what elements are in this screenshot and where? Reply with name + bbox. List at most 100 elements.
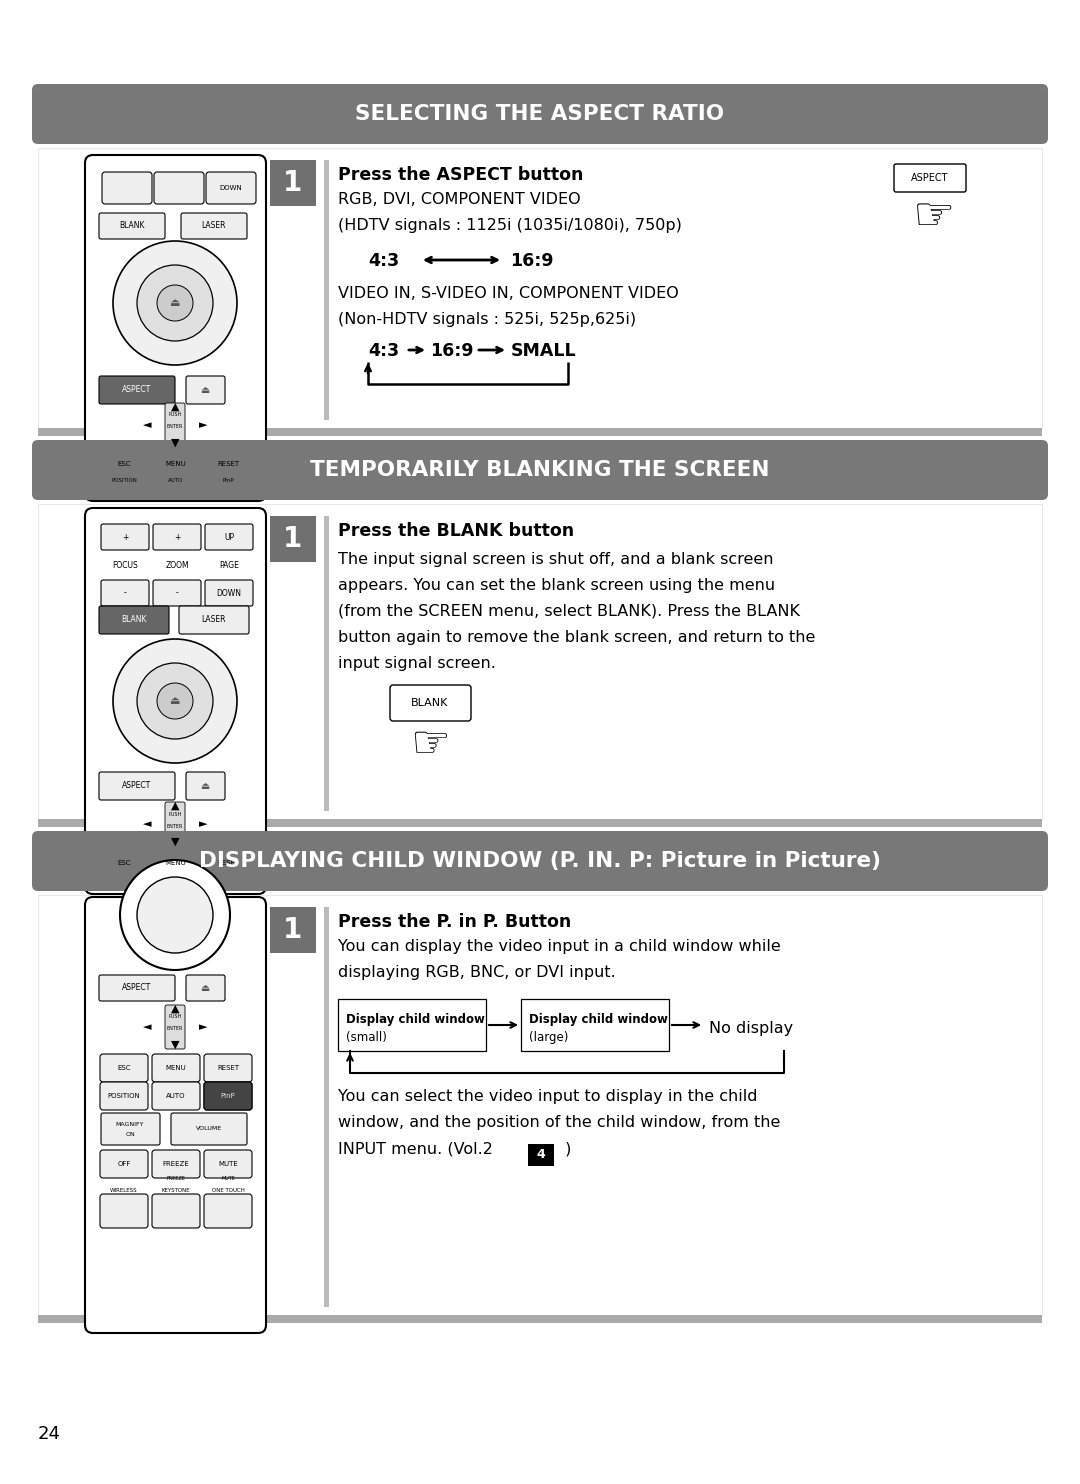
Bar [270,160,316,206]
FancyBboxPatch shape [99,772,175,800]
Circle shape [137,266,213,341]
FancyBboxPatch shape [85,896,266,1333]
Circle shape [113,640,237,763]
Text: Display child window: Display child window [529,1014,667,1025]
Text: WIRELESS: WIRELESS [110,1189,138,1193]
FancyBboxPatch shape [186,375,225,404]
Text: ▲: ▲ [171,1005,179,1014]
FancyBboxPatch shape [152,1195,200,1227]
Text: ⏏: ⏏ [201,982,210,993]
FancyBboxPatch shape [152,1082,200,1110]
Text: AUTO: AUTO [166,1094,186,1100]
Text: ►: ► [199,1022,207,1031]
Text: RESET: RESET [217,861,239,867]
Bar [38,819,1042,827]
Text: LASER: LASER [202,221,226,230]
Bar [338,999,486,1051]
Text: ◄: ◄ [143,420,151,430]
Text: LASER: LASER [202,616,226,625]
Text: MENU: MENU [165,1066,187,1071]
FancyBboxPatch shape [102,524,149,551]
Text: BLANK: BLANK [411,697,448,708]
FancyBboxPatch shape [99,605,168,634]
Text: ▲: ▲ [171,801,179,810]
Bar [324,516,329,810]
Bar [38,505,1042,819]
Text: ): ) [561,1141,571,1156]
FancyBboxPatch shape [390,686,471,721]
Text: Press the ASPECT button: Press the ASPECT button [338,166,583,184]
FancyBboxPatch shape [204,1195,252,1227]
FancyBboxPatch shape [100,1195,148,1227]
FancyBboxPatch shape [204,1150,252,1178]
Text: INPUT menu. (Vol.2: INPUT menu. (Vol.2 [338,1141,492,1156]
Text: 24: 24 [38,1425,60,1442]
Text: MUTE: MUTE [218,1160,238,1166]
FancyBboxPatch shape [99,975,175,1002]
Text: ASPECT: ASPECT [122,984,151,993]
FancyBboxPatch shape [154,172,204,203]
Text: KEYSTONE: KEYSTONE [162,1189,190,1193]
Text: BLANK: BLANK [121,616,147,625]
Text: UP: UP [224,533,234,542]
Text: VIDEO IN, S-VIDEO IN, COMPONENT VIDEO: VIDEO IN, S-VIDEO IN, COMPONENT VIDEO [338,286,678,301]
FancyBboxPatch shape [204,1082,252,1110]
Text: FREEZE: FREEZE [166,1175,186,1180]
FancyBboxPatch shape [102,580,149,605]
Text: ⏏: ⏏ [170,696,180,706]
Text: ASPECT: ASPECT [912,174,948,183]
Text: -: - [176,589,178,598]
FancyBboxPatch shape [153,580,201,605]
Text: 16:9: 16:9 [510,252,554,270]
Text: ⏏: ⏏ [201,384,210,395]
Text: RGB, DVI, COMPONENT VIDEO: RGB, DVI, COMPONENT VIDEO [338,191,581,206]
Text: RESET: RESET [217,462,239,467]
Text: Press the P. in P. Button: Press the P. in P. Button [338,913,571,930]
Text: ON: ON [125,1132,135,1138]
Text: DOWN: DOWN [219,186,242,191]
FancyBboxPatch shape [205,580,253,605]
Text: You can display the video input in a child window while: You can display the video input in a chi… [338,939,781,954]
Bar [528,1144,554,1166]
Text: ▼: ▼ [171,438,179,448]
FancyBboxPatch shape [100,1054,148,1082]
Bar [38,1315,1042,1324]
Text: You can select the video input to display in the child: You can select the video input to displa… [338,1089,757,1104]
FancyBboxPatch shape [100,450,148,478]
Text: ASPECT: ASPECT [122,782,151,791]
Text: AUTO: AUTO [168,478,184,484]
Text: SELECTING THE ASPECT RATIO: SELECTING THE ASPECT RATIO [355,104,725,125]
FancyBboxPatch shape [32,831,1048,890]
Text: +: + [122,533,129,542]
Text: 1: 1 [283,916,302,944]
Text: The input signal screen is shut off, and a blank screen: The input signal screen is shut off, and… [338,552,773,567]
FancyBboxPatch shape [894,165,966,191]
Text: POSITION: POSITION [108,1094,140,1100]
FancyBboxPatch shape [179,605,249,634]
Text: (Non-HDTV signals : 525i, 525p,625i): (Non-HDTV signals : 525i, 525p,625i) [338,312,636,326]
Text: 1: 1 [283,169,302,197]
Text: ☞: ☞ [410,723,450,766]
Bar [270,516,316,562]
Text: ESC: ESC [118,861,131,867]
FancyBboxPatch shape [152,849,200,877]
Bar [38,148,1042,427]
FancyBboxPatch shape [181,214,247,239]
FancyBboxPatch shape [152,1150,200,1178]
Text: OFF: OFF [118,1160,131,1166]
Text: PUSH: PUSH [168,413,181,417]
Text: PAGE: PAGE [219,561,239,570]
Text: input signal screen.: input signal screen. [338,656,496,671]
Text: ENTER: ENTER [166,824,184,828]
Text: DISPLAYING CHILD WINDOW (P. IN. P: Picture in Picture): DISPLAYING CHILD WINDOW (P. IN. P: Pictu… [199,850,881,871]
Text: displaying RGB, BNC, or DVI input.: displaying RGB, BNC, or DVI input. [338,965,616,979]
Text: (small): (small) [346,1031,387,1045]
Text: MAGNIFY: MAGNIFY [116,1122,145,1128]
FancyBboxPatch shape [165,801,185,846]
Text: 16:9: 16:9 [430,341,473,361]
Text: ENTER: ENTER [166,1027,184,1031]
Text: 1: 1 [283,525,302,554]
Circle shape [113,240,237,365]
Text: (large): (large) [529,1031,568,1045]
Bar [324,160,329,420]
